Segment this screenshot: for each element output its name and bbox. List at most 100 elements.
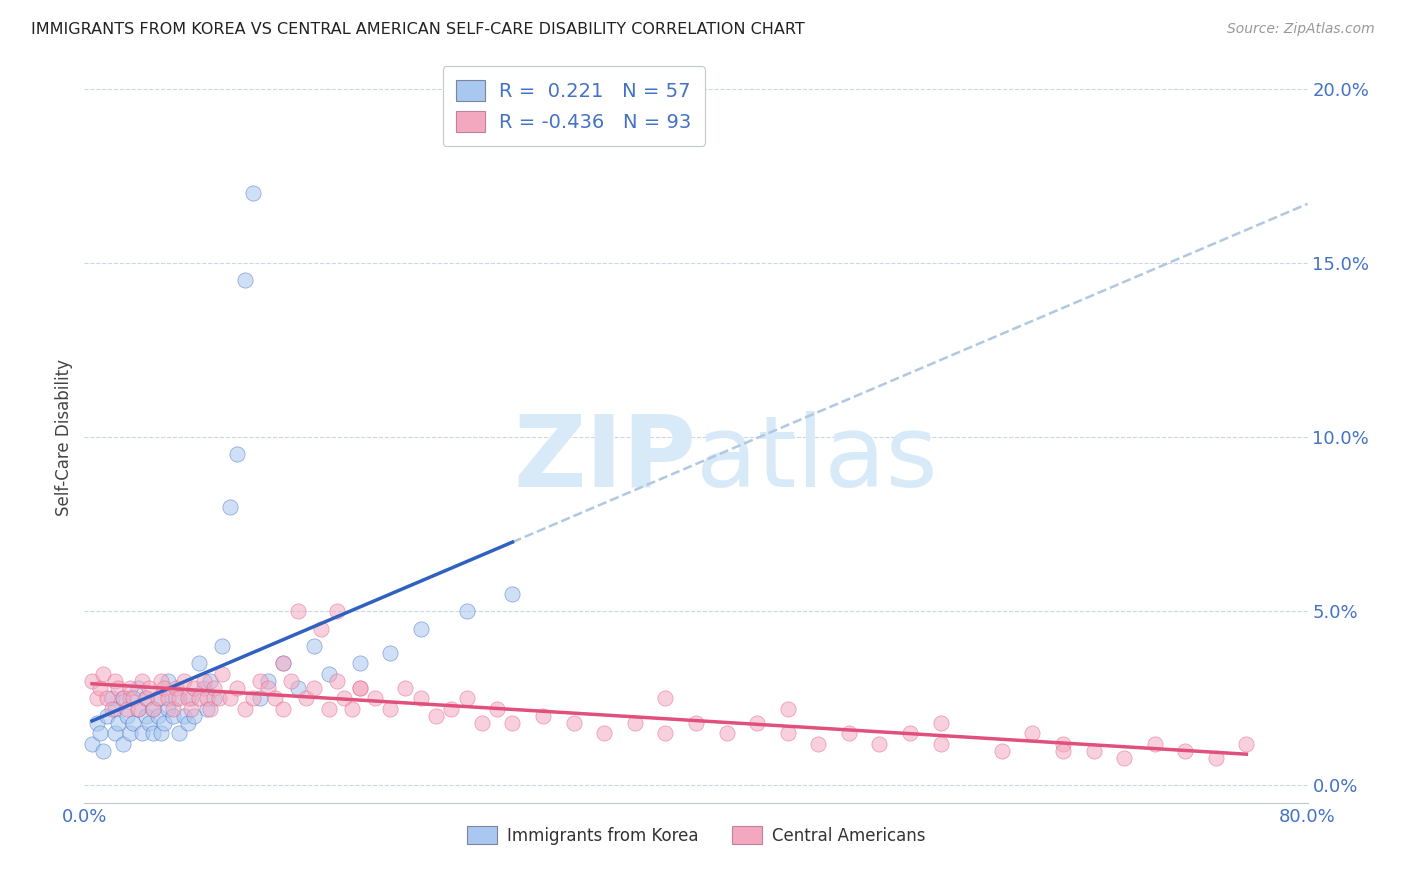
Point (271, 657, 294, 671)
Point (149, 691, 172, 706)
Point (202, 691, 225, 706)
Point (149, 726, 172, 740)
Point (531, 708, 554, 723)
Point (287, 604, 309, 618)
Point (593, 726, 616, 740)
Point (195, 702, 218, 716)
Point (685, 715, 707, 730)
Point (1174, 743, 1197, 757)
Point (716, 726, 738, 740)
Point (96, 708, 118, 723)
Point (208, 691, 231, 706)
Point (425, 708, 447, 723)
Text: Source: ZipAtlas.com: Source: ZipAtlas.com (1227, 22, 1375, 37)
Point (380, 646, 402, 660)
Point (135, 708, 157, 723)
Point (318, 702, 340, 716)
Point (364, 691, 387, 706)
Point (226, 681, 249, 695)
Point (340, 702, 363, 716)
Point (242, 691, 264, 706)
Y-axis label: Self-Care Disability: Self-Care Disability (55, 359, 73, 516)
Point (188, 691, 211, 706)
Point (104, 673, 127, 688)
Point (226, 448, 249, 462)
Point (198, 702, 221, 716)
Point (146, 708, 169, 723)
Point (249, 691, 271, 706)
Point (183, 708, 205, 723)
Point (195, 691, 218, 706)
Point (104, 726, 127, 740)
Point (211, 639, 233, 653)
Point (394, 681, 416, 695)
Point (120, 691, 142, 706)
Point (456, 691, 478, 706)
Point (96, 691, 118, 706)
Point (157, 691, 180, 706)
Point (233, 273, 256, 287)
Point (257, 681, 280, 695)
Point (1114, 750, 1136, 764)
Point (409, 691, 432, 706)
Text: ZIP: ZIP (513, 410, 696, 508)
Point (142, 702, 165, 716)
Point (456, 604, 478, 618)
Point (142, 726, 165, 740)
Point (249, 673, 271, 688)
Point (146, 691, 169, 706)
Point (120, 726, 142, 740)
Point (153, 681, 176, 695)
Point (101, 702, 124, 716)
Point (167, 726, 190, 740)
Point (153, 715, 176, 730)
Point (838, 726, 860, 740)
Point (107, 715, 129, 730)
Point (218, 691, 240, 706)
Point (183, 681, 205, 695)
Point (177, 691, 200, 706)
Point (264, 691, 287, 706)
Point (898, 726, 921, 740)
Text: atlas: atlas (696, 410, 938, 508)
Point (242, 186, 264, 201)
Point (167, 691, 190, 706)
Point (349, 681, 371, 695)
Point (654, 691, 676, 706)
Point (101, 691, 124, 706)
Point (211, 667, 233, 681)
Point (318, 667, 340, 681)
Point (198, 673, 221, 688)
Point (165, 691, 187, 706)
Point (380, 702, 402, 716)
Point (162, 708, 184, 723)
Point (409, 622, 432, 636)
Point (325, 604, 347, 618)
Point (173, 673, 195, 688)
Point (502, 587, 524, 601)
Point (135, 691, 157, 706)
Point (486, 702, 509, 716)
Point (138, 681, 160, 695)
Point (193, 681, 215, 695)
Point (142, 702, 165, 716)
Point (188, 657, 211, 671)
Point (91, 667, 114, 681)
Point (624, 715, 647, 730)
Point (173, 708, 195, 723)
Point (349, 681, 371, 695)
Point (127, 702, 149, 716)
Point (111, 737, 134, 751)
Point (1143, 737, 1166, 751)
Point (929, 737, 952, 751)
Point (107, 681, 129, 695)
Point (1236, 737, 1258, 751)
Point (177, 715, 200, 730)
Point (180, 702, 202, 716)
Point (302, 681, 325, 695)
Point (311, 622, 333, 636)
Point (1052, 737, 1074, 751)
Point (89, 726, 111, 740)
Point (747, 715, 769, 730)
Point (86, 691, 108, 706)
